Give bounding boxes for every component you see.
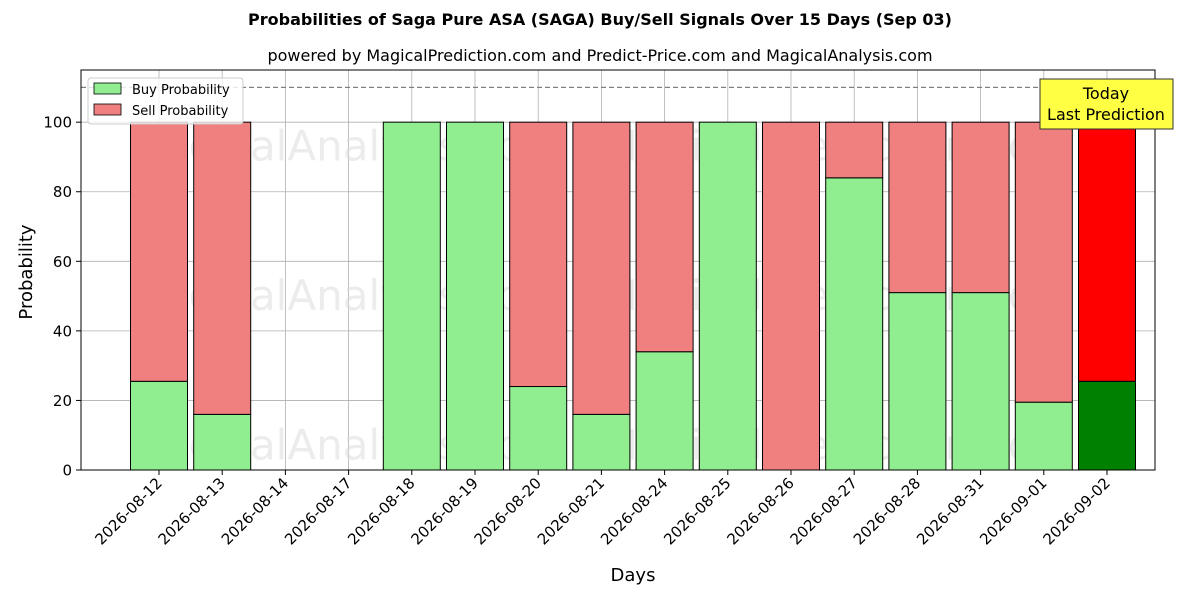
- bar-sell: [193, 121, 252, 415]
- x-tick-label: 2026-08-13: [155, 474, 229, 548]
- bar-buy: [825, 177, 884, 471]
- bar-buy: [446, 121, 504, 471]
- x-tick-label: 2026-09-01: [976, 474, 1050, 548]
- x-tick-label: 2026-08-18: [344, 474, 418, 548]
- x-tick-label: 2026-08-24: [597, 474, 671, 548]
- chart-subtitle: powered by MagicalPrediction.com and Pre…: [267, 46, 933, 65]
- legend-swatch-sell: [93, 103, 122, 116]
- bar-sell: [1014, 121, 1073, 403]
- y-tick-label: 20: [53, 392, 72, 410]
- legend-label-buy: Buy Probability: [132, 83, 230, 98]
- x-tick-label: 2026-08-19: [407, 474, 481, 548]
- x-tick-label: 2026-08-25: [660, 474, 734, 548]
- x-tick-label: 2026-08-27: [787, 474, 861, 548]
- today-annotation-line2: Last Prediction: [1047, 105, 1165, 124]
- bar-buy: [698, 121, 757, 471]
- x-tick-label: 2026-08-28: [850, 474, 924, 548]
- bar-layer: [130, 121, 1136, 471]
- bar-sell: [509, 121, 568, 388]
- bar-sell: [951, 121, 1010, 294]
- x-tick-label: 2026-08-20: [471, 474, 545, 548]
- x-tick-label: 2026-08-26: [723, 474, 797, 548]
- y-axis-label: Probability: [16, 224, 37, 319]
- x-axis-label: Days: [611, 565, 656, 586]
- x-tick-label: 2026-08-17: [281, 474, 355, 548]
- bar-sell: [635, 121, 694, 353]
- bar-buy: [509, 386, 568, 471]
- x-tick-label: 2026-08-12: [91, 474, 165, 548]
- bar-buy: [572, 413, 631, 471]
- bar-sell: [1078, 121, 1136, 382]
- bar-sell: [825, 121, 884, 179]
- bar-buy: [888, 292, 947, 471]
- today-annotation-line1: Today: [1082, 84, 1129, 103]
- bar-sell: [762, 121, 820, 471]
- today-annotation: Today Last Prediction: [1039, 78, 1174, 130]
- x-tick-label: 2026-09-02: [1039, 474, 1113, 548]
- bar-buy: [130, 380, 188, 471]
- y-tick-label: 0: [62, 462, 72, 480]
- bar-buy: [193, 413, 252, 471]
- y-tick-label: 100: [43, 114, 72, 132]
- legend-swatch-buy: [93, 82, 122, 95]
- x-tick-label: 2026-08-31: [913, 474, 987, 548]
- y-tick-label: 40: [53, 322, 72, 340]
- bar-buy: [635, 351, 694, 471]
- legend-box: [87, 77, 244, 125]
- y-tick-label: 80: [53, 183, 72, 201]
- bar-buy: [1014, 401, 1073, 471]
- y-tick-label: 60: [53, 253, 72, 271]
- chart-title: Probabilities of Saga Pure ASA (SAGA) Bu…: [248, 10, 952, 29]
- bar-sell: [130, 121, 188, 382]
- legend-label-sell: Sell Probability: [132, 104, 229, 119]
- bar-buy: [951, 292, 1010, 471]
- bar-buy: [1078, 380, 1136, 471]
- bar-sell: [572, 121, 631, 415]
- x-tick-label: 2026-08-14: [218, 474, 292, 548]
- x-tick-label: 2026-08-21: [534, 474, 608, 548]
- bar-buy: [382, 121, 441, 471]
- legend: Buy Probability Sell Probability: [87, 77, 244, 125]
- plot-frame: [80, 69, 1156, 471]
- today-annotation-box: [1039, 78, 1174, 130]
- bar-sell: [888, 121, 947, 294]
